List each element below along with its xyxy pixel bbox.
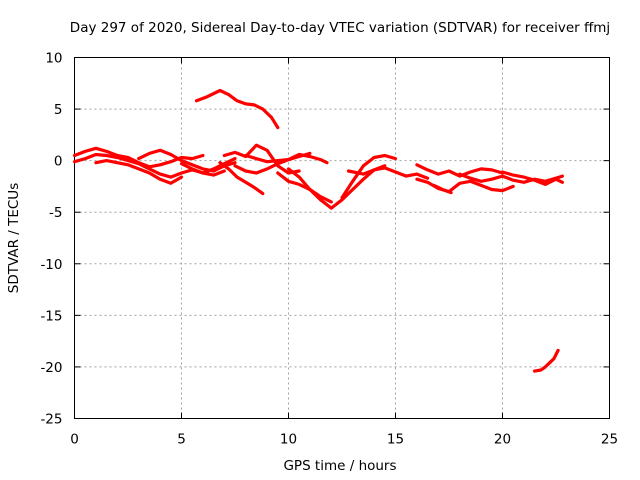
y-tick-label: -5 [49,205,62,221]
series-line-arc-15 [415,163,505,178]
series-line-arc-17 [432,183,453,195]
series-line-arc-10 [244,151,312,164]
y-tick-label: -15 [40,308,62,324]
x-tick-label: 20 [494,432,511,448]
series-line-arc-18 [458,172,565,184]
series-line-arc-5 [179,157,237,175]
y-tick-label: -10 [40,257,62,273]
y-tick-label: 10 [45,51,62,67]
series-line-arc-13 [340,153,398,200]
x-tick-label: 0 [70,432,79,448]
series-line-arc-20 [532,348,560,373]
axis-ticks [74,57,610,419]
grid-lines [74,57,610,419]
chart-title: Day 297 of 2020, Sidereal Day-to-day VTE… [70,20,610,36]
x-axis-label: GPS time / hours [283,458,396,474]
y-axis-label: SDTVAR / TECUs [6,183,22,293]
series-line-arc-4 [137,148,237,173]
series-line-arc-12 [276,171,333,204]
series-line-arc-6 [194,88,280,130]
series-line-arc-11 [286,164,387,210]
y-tick-label: -25 [40,412,62,428]
series-line-arc-14 [346,166,430,180]
series-line-arc-19 [500,170,565,186]
x-tick-label: 10 [280,432,297,448]
y-tick-label: 0 [54,154,63,170]
series-line-arc-3 [94,159,184,185]
x-tick-label: 25 [601,432,618,448]
data-series [72,88,565,373]
y-tick-label: 5 [54,102,63,118]
y-tick-labels: -25 -20 -15 -10 -5 0 5 10 [40,51,62,428]
x-tick-label: 15 [387,432,404,448]
series-line-arc-16 [415,177,515,194]
x-tick-label: 5 [177,432,186,448]
x-tick-labels: 0 5 10 15 20 25 [70,432,618,448]
series-line-arc-7 [218,161,265,196]
series-line-arc-8 [222,143,301,175]
plot-frame [74,57,610,419]
y-tick-label: -20 [40,360,62,376]
